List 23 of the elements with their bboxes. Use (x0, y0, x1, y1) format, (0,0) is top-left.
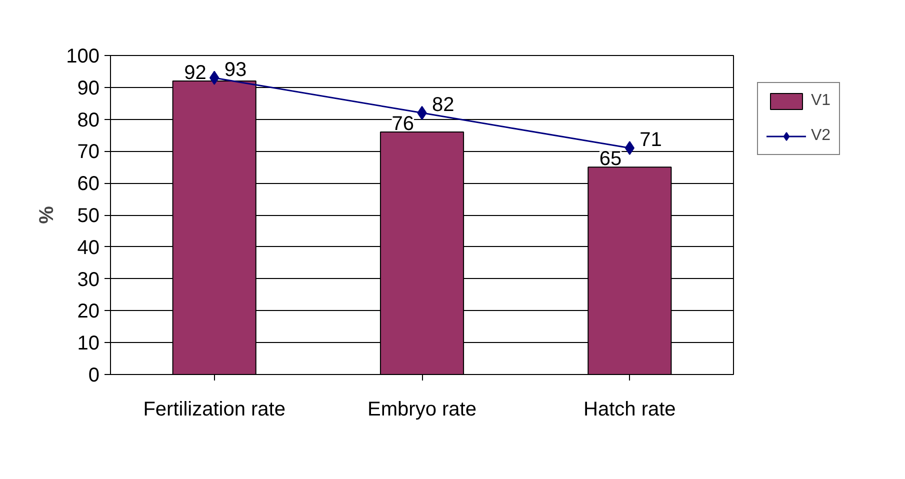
legend-label: V1 (811, 92, 831, 110)
data-label: 71 (640, 129, 662, 152)
y-tick-label: 10 (77, 332, 100, 355)
legend-label: V2 (811, 127, 831, 145)
data-label: 92 (184, 62, 206, 84)
y-tick-label: 30 (77, 268, 100, 291)
y-tick-label: 0 (88, 364, 100, 386)
data-label: 65 (599, 148, 622, 170)
data-label: 82 (432, 94, 454, 116)
data-label: 76 (392, 113, 414, 136)
y-tick-label: 70 (77, 141, 100, 164)
x-tick-label: Hatch rate (584, 398, 676, 420)
y-tick-label: 90 (77, 77, 100, 100)
y-tick-label: 20 (77, 300, 100, 323)
x-tick-label: Embryo rate (368, 398, 476, 420)
y-tick-label: 60 (77, 173, 100, 196)
data-label: 93 (224, 58, 247, 81)
y-tick-label: 40 (77, 236, 100, 259)
y-tick-label: 80 (77, 109, 100, 132)
y-tick-label: 50 (77, 205, 100, 227)
y-axis-title: % (36, 206, 58, 224)
x-tick-label: Fertilization rate (143, 398, 286, 420)
y-tick-label: 100 (66, 46, 100, 68)
